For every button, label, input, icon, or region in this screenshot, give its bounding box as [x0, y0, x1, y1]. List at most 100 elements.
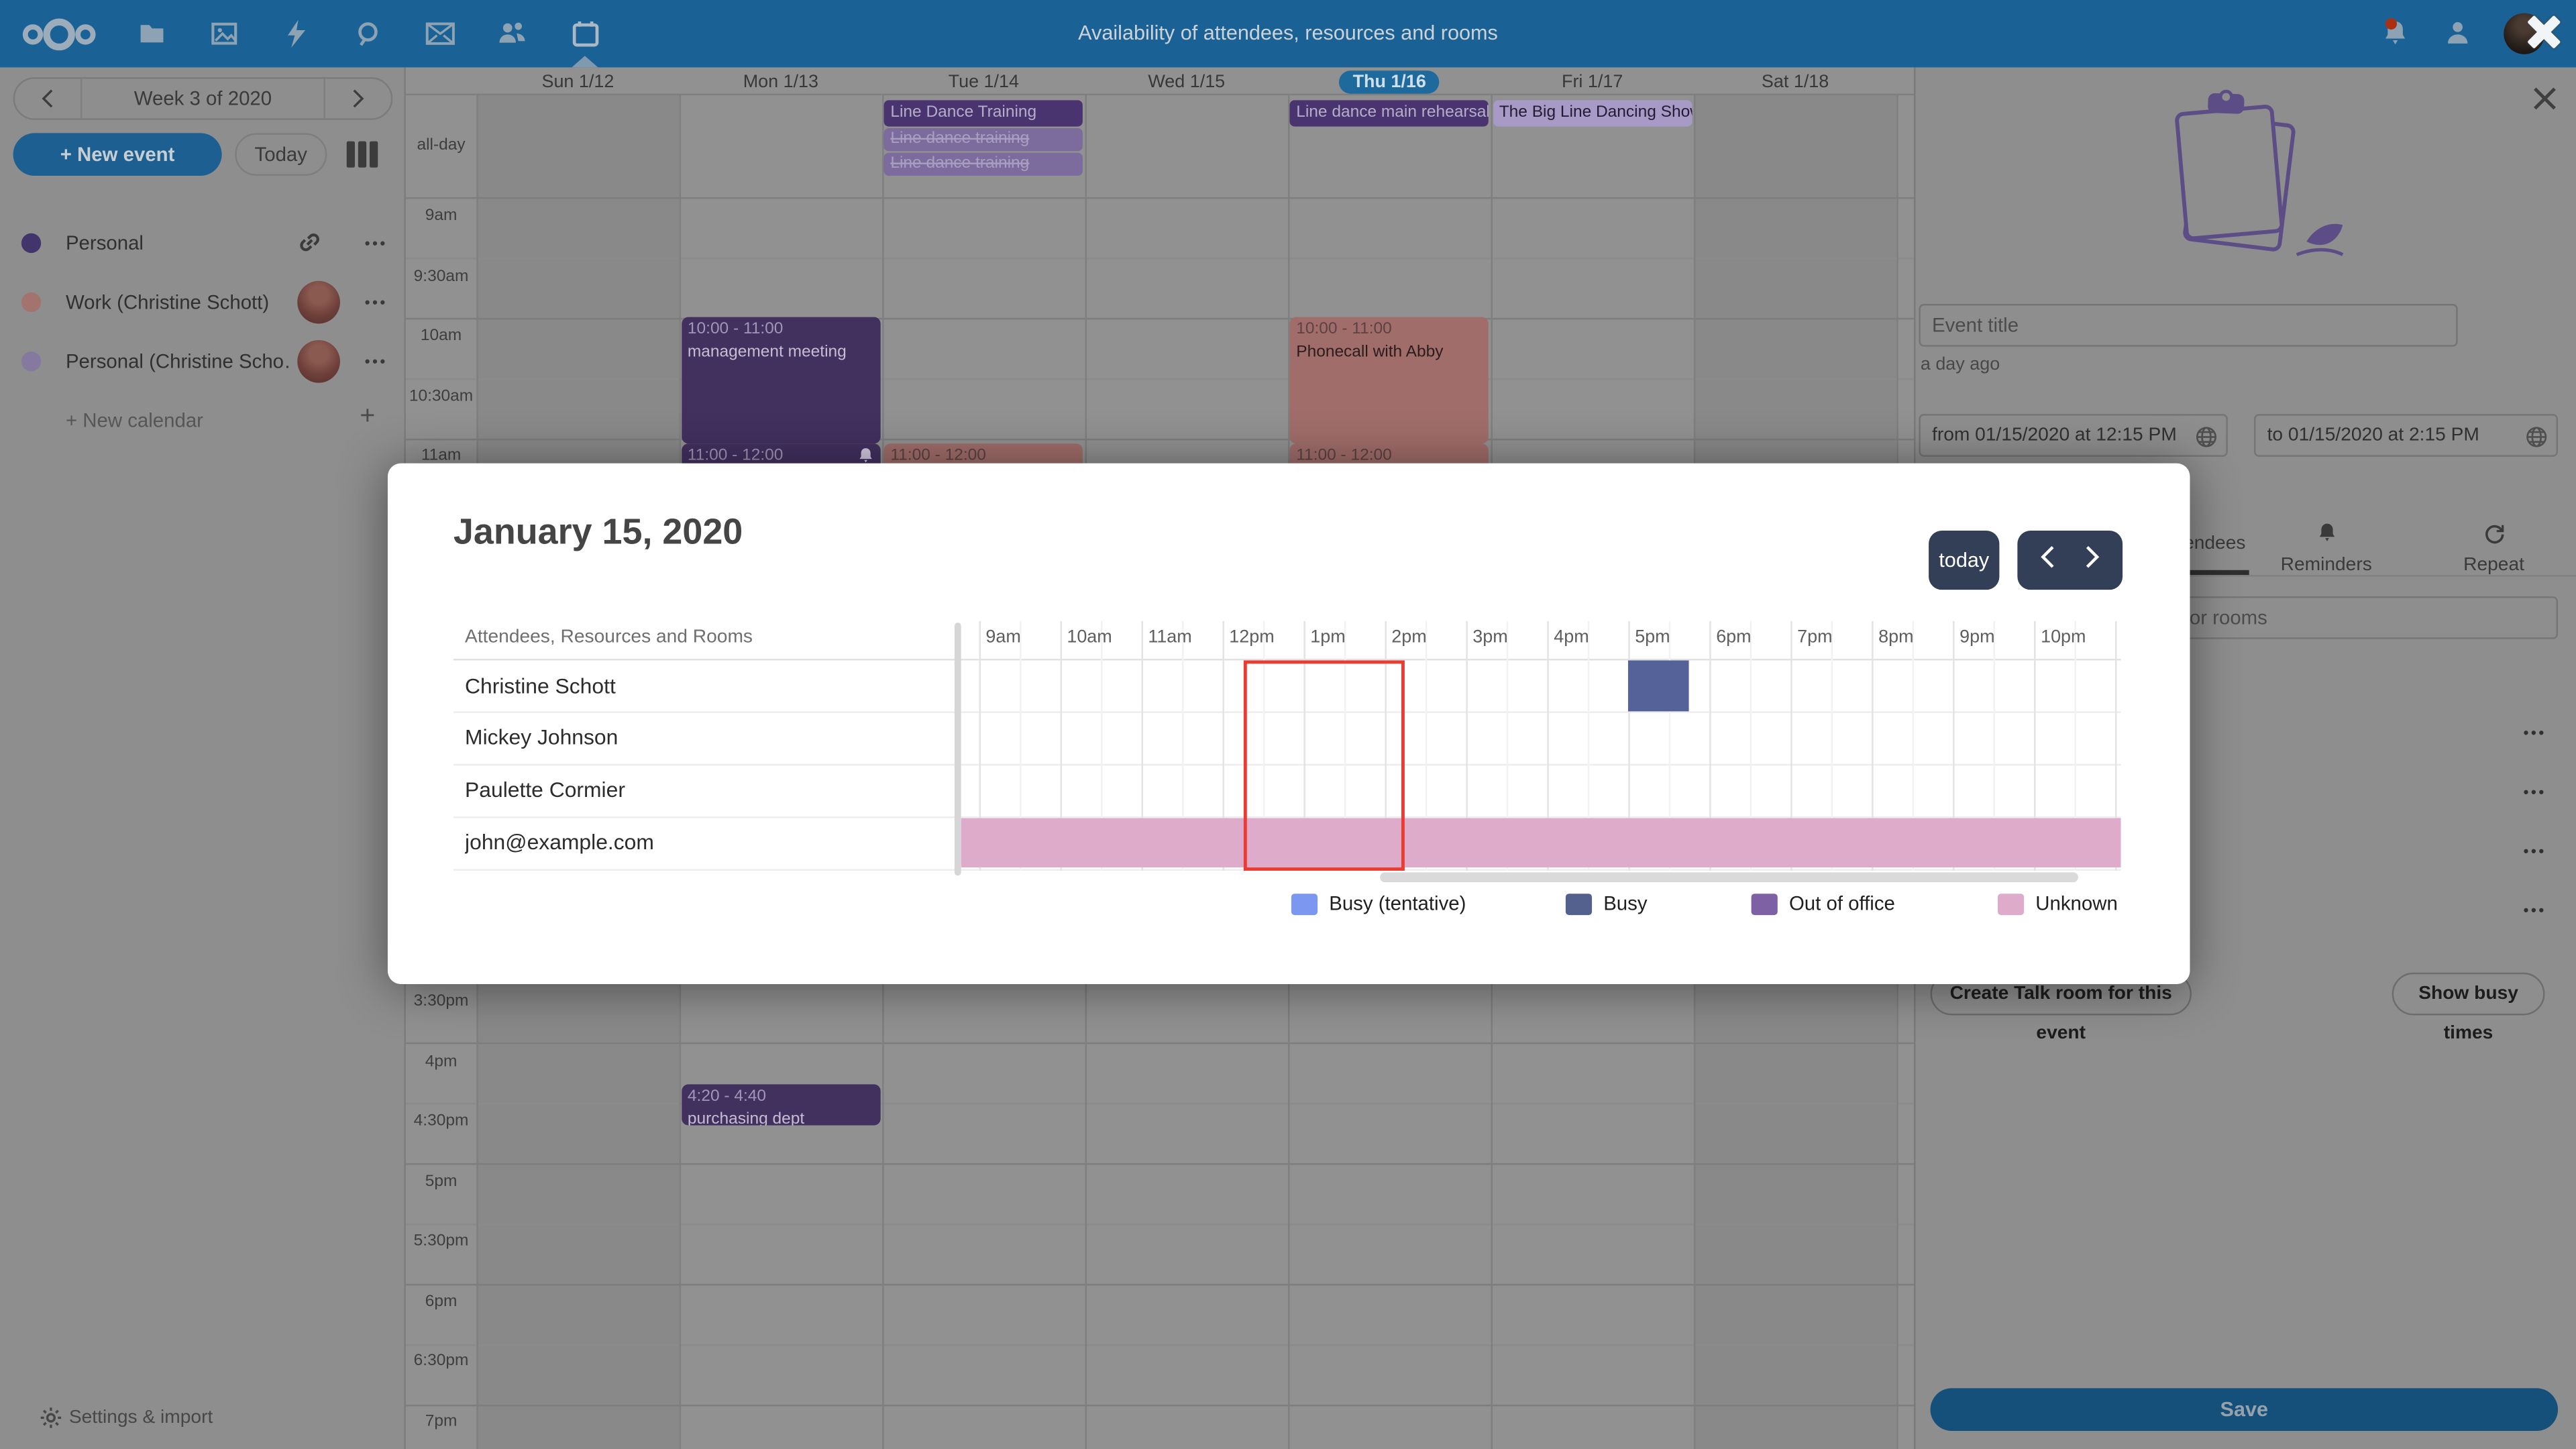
- event-time: 11:00 - 12:00: [1296, 447, 1392, 466]
- attendee-actions-menu-icon[interactable]: •••: [2523, 901, 2546, 918]
- calendar-actions-menu-icon[interactable]: •••: [364, 294, 388, 311]
- attendee-row[interactable]: Christine Schott: [465, 672, 616, 698]
- notifications-bell-icon[interactable]: [2372, 10, 2418, 56]
- share-link-icon[interactable]: [297, 230, 322, 263]
- contacts-app-icon[interactable]: [490, 10, 536, 56]
- modal-today-button[interactable]: today: [1929, 531, 2000, 590]
- day-header-label: Thu 1/16: [1339, 70, 1440, 93]
- next-day-button[interactable]: [2085, 545, 2100, 576]
- calendar-actions-menu-icon[interactable]: •••: [364, 353, 388, 370]
- event-time: 11:00 - 12:00: [688, 447, 873, 466]
- all-day-event[interactable]: Line Dance Training: [883, 100, 1083, 127]
- calendar-name: Personal: [65, 231, 144, 255]
- day-header-wed[interactable]: Wed 1/15: [1085, 67, 1288, 95]
- legend-label: Busy: [1603, 892, 1648, 916]
- attendee-actions-menu-icon[interactable]: •••: [2523, 842, 2546, 859]
- search-app-icon[interactable]: [345, 10, 391, 56]
- tab-reminders[interactable]: Reminders: [2261, 523, 2392, 575]
- time-gutter-label: 4pm: [425, 1052, 458, 1071]
- legend-swatch: [1291, 893, 1318, 914]
- all-day-event[interactable]: The Big Line Dancing Show: [1492, 100, 1692, 127]
- time-gutter-label: 9:30am: [413, 266, 469, 285]
- nextcloud-logo[interactable]: [19, 13, 99, 64]
- new-event-button[interactable]: + New event: [13, 133, 222, 176]
- availability-block-busy[interactable]: [1628, 660, 1690, 711]
- day-header-tue[interactable]: Tue 1/14: [882, 67, 1085, 95]
- contacts-menu-icon[interactable]: [2434, 10, 2481, 56]
- day-header-sat[interactable]: Sat 1/18: [1694, 67, 1896, 95]
- time-gutter-label: 9am: [425, 207, 458, 225]
- calendar-event[interactable]: 10:00 - 11:00 management meeting: [681, 317, 880, 444]
- availability-block-unknown[interactable]: [961, 818, 2121, 869]
- settings-label: Settings & import: [68, 1407, 213, 1428]
- horizontal-scrollbar-thumb[interactable]: [1380, 872, 2078, 883]
- sidebar-calendar-item[interactable]: Personal •••: [0, 219, 406, 268]
- day-header-label: Mon 1/13: [743, 71, 819, 91]
- active-tab-underline: [2157, 570, 2249, 574]
- all-day-event[interactable]: Line dance main rehearsal: [1289, 100, 1489, 127]
- timeline-hour-label: 4pm: [1554, 627, 1589, 647]
- close-icon[interactable]: [2527, 80, 2563, 117]
- timezone-globe-icon[interactable]: [2195, 424, 2218, 455]
- availability-timeline[interactable]: 9am 10am 11am 12pm 1pm 2pm 3pm 4pm 5pm 6pm 7pm 8pm 9…: [961, 621, 2121, 889]
- day-header-thu[interactable]: Thu 1/16: [1288, 67, 1491, 95]
- selected-timespan-rect[interactable]: [1242, 659, 1405, 870]
- event-title-input[interactable]: [1919, 304, 2458, 347]
- week-navigation: Week 3 of 2020: [13, 77, 393, 120]
- view-toggle-icon[interactable]: [337, 133, 386, 176]
- activity-app-icon[interactable]: [273, 10, 319, 56]
- mouse-cursor: [2528, 15, 2561, 48]
- sidebar-calendar-item[interactable]: Personal (Christine Scho…) •••: [0, 337, 406, 386]
- repeat-icon: [2483, 523, 2505, 552]
- divider: [1915, 575, 2576, 577]
- next-week-button[interactable]: [325, 89, 391, 108]
- event-title: Phonecall with Abby: [1296, 343, 1444, 362]
- day-header-fri[interactable]: Fri 1/17: [1491, 67, 1693, 95]
- event-time: 10:00 - 11:00: [1296, 320, 1392, 339]
- timezone-globe-icon[interactable]: [2525, 424, 2548, 455]
- time-gutter-label: 10am: [420, 327, 462, 345]
- files-app-icon[interactable]: [128, 10, 174, 56]
- gear-icon: [40, 1406, 62, 1438]
- event-start-field[interactable]: from 01/15/2020 at 12:15 PM: [1919, 414, 2228, 457]
- calendar-app-icon[interactable]: [562, 10, 608, 56]
- attendee-actions-menu-icon[interactable]: •••: [2523, 724, 2546, 741]
- new-calendar-button[interactable]: + New calendar: [65, 409, 203, 433]
- tab-repeat[interactable]: Repeat: [2428, 523, 2560, 575]
- time-gutter-label: 6:30pm: [413, 1352, 469, 1371]
- time-gutter-label: 6pm: [425, 1292, 458, 1311]
- calendar-actions-menu-icon[interactable]: •••: [364, 235, 388, 252]
- photos-app-icon[interactable]: [201, 10, 247, 56]
- event-end-field[interactable]: to 01/15/2020 at 2:15 PM: [2253, 414, 2559, 457]
- week-label[interactable]: Week 3 of 2020: [133, 87, 272, 111]
- attendee-row[interactable]: john@example.com: [465, 830, 654, 855]
- day-header-mon[interactable]: Mon 1/13: [680, 67, 882, 95]
- save-button[interactable]: Save: [1930, 1388, 2559, 1432]
- sidebar-calendar-item[interactable]: Work (Christine Schott) •••: [0, 278, 406, 327]
- settings-row[interactable]: Settings & import: [0, 1403, 406, 1436]
- all-day-event[interactable]: Line dance training: [883, 128, 1083, 152]
- time-gutter-label: 4:30pm: [413, 1112, 469, 1130]
- calendar-event[interactable]: 4:20 - 4:40 purchasing dept: [681, 1083, 880, 1125]
- time-gutter-label: 3:30pm: [413, 992, 469, 1011]
- attendee-actions-menu-icon[interactable]: •••: [2523, 782, 2546, 800]
- attendee-row[interactable]: Paulette Cormier: [465, 777, 625, 802]
- attendee-row[interactable]: Mickey Johnson: [465, 724, 619, 750]
- vertical-scrollbar[interactable]: [954, 623, 961, 876]
- plus-icon[interactable]: +: [360, 402, 376, 431]
- today-button[interactable]: Today: [235, 133, 327, 176]
- calendar-event[interactable]: 10:00 - 11:00 Phonecall with Abby: [1289, 317, 1489, 444]
- day-header-label: Sat 1/18: [1761, 71, 1829, 91]
- mail-app-icon[interactable]: [417, 10, 464, 56]
- all-day-label: all-day: [417, 136, 466, 155]
- time-gutter-label: 5:30pm: [413, 1232, 469, 1250]
- previous-week-button[interactable]: [15, 89, 80, 108]
- day-header-label: Sun 1/12: [541, 71, 614, 91]
- timeline-hour-label: 9pm: [1960, 627, 1995, 647]
- legend-swatch: [1997, 893, 2025, 914]
- all-day-event[interactable]: Line dance training: [883, 152, 1083, 176]
- show-busy-times-button[interactable]: Show busy times: [2392, 972, 2545, 1043]
- day-header-sun[interactable]: Sun 1/12: [476, 67, 679, 95]
- event-illustration: [2175, 89, 2344, 256]
- previous-day-button[interactable]: [2041, 545, 2055, 576]
